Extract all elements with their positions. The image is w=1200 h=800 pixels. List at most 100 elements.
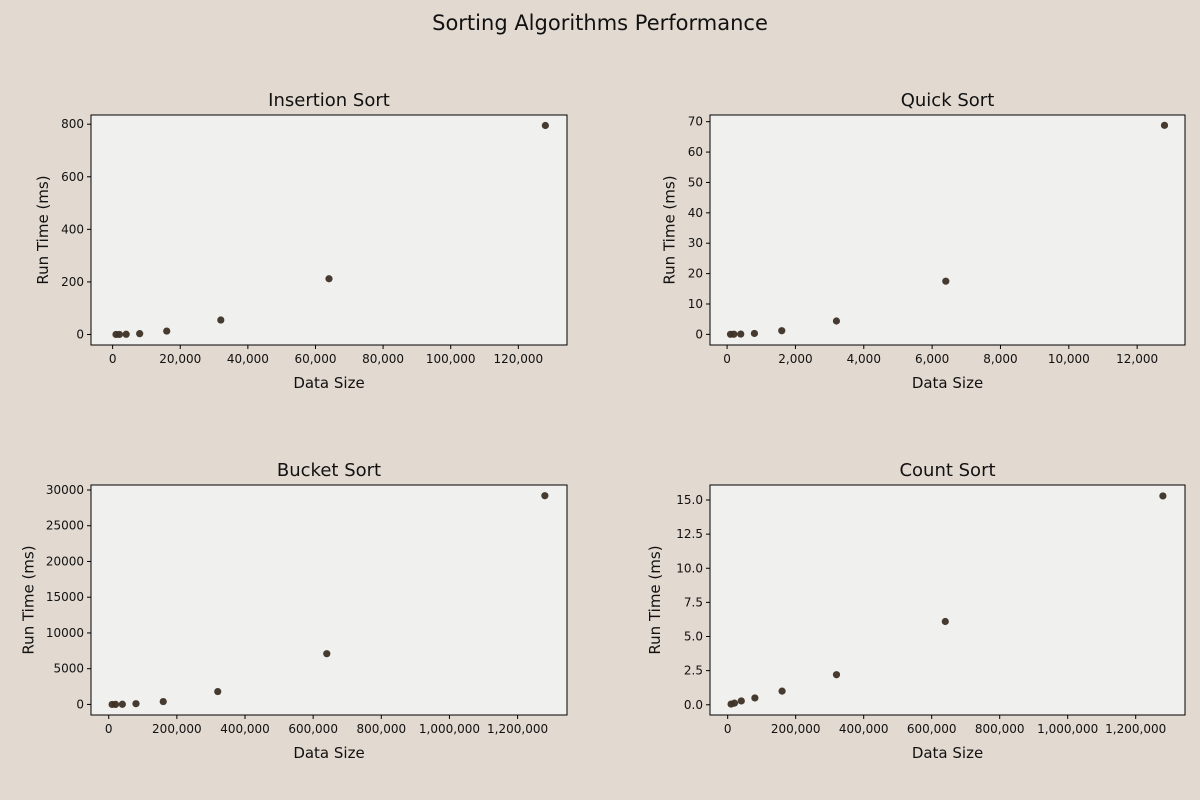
y-tick-label: 5000 [53, 662, 84, 676]
chart-title: Bucket Sort [277, 460, 381, 481]
data-point [122, 330, 130, 338]
y-tick-label: 0 [695, 327, 703, 341]
data-point [751, 694, 759, 702]
y-tick-label: 15.0 [676, 493, 703, 507]
x-tick-label: 40,000 [227, 352, 269, 366]
y-tick-label: 30000 [46, 483, 84, 497]
x-axis-label: Data Size [293, 744, 364, 762]
y-tick-label: 800 [61, 117, 84, 131]
data-point [541, 492, 549, 500]
y-tick-label: 60 [688, 145, 703, 159]
data-point [325, 275, 333, 283]
y-axis-label: Run Time (ms) [20, 545, 38, 654]
y-tick-label: 7.5 [684, 595, 703, 609]
plot-area [91, 115, 567, 345]
x-tick-label: 120,000 [494, 352, 544, 366]
plot-area [710, 115, 1185, 345]
data-point [111, 700, 120, 708]
x-tick-label: 1,000,000 [419, 722, 480, 736]
data-point [323, 650, 331, 658]
x-tick-label: 200,000 [771, 722, 821, 736]
data-point [1159, 492, 1167, 500]
data-point [778, 327, 786, 335]
data-point [217, 316, 225, 324]
y-axis-label: Run Time (ms) [34, 175, 52, 284]
data-point [118, 700, 126, 708]
data-point [541, 121, 549, 130]
y-tick-label: 2.5 [684, 664, 703, 678]
data-point [163, 327, 171, 335]
x-tick-label: 20,000 [159, 352, 201, 366]
x-tick-label: 60,000 [294, 352, 336, 366]
data-point [132, 700, 140, 708]
x-tick-label: 200,000 [152, 722, 202, 736]
x-tick-label: 6,000 [915, 352, 949, 366]
data-point [730, 330, 738, 338]
axes-frame [90, 114, 568, 346]
x-tick-label: 8,000 [983, 352, 1017, 366]
y-tick-label: 10000 [46, 626, 84, 640]
y-tick-label: 0 [76, 697, 84, 711]
y-tick-label: 40 [688, 206, 703, 220]
data-point [750, 329, 759, 338]
x-tick-label: 800,000 [356, 722, 406, 736]
data-point [737, 330, 745, 338]
data-point [737, 697, 745, 705]
figure-title: Sorting Algorithms Performance [432, 11, 768, 35]
y-tick-label: 600 [61, 170, 84, 184]
x-tick-label: 12,000 [1116, 352, 1158, 366]
x-tick-label: 0 [723, 352, 731, 366]
x-tick-label: 4,000 [847, 352, 881, 366]
data-point [832, 671, 841, 679]
x-tick-label: 0 [109, 352, 117, 366]
y-tick-label: 20000 [46, 554, 84, 568]
y-tick-label: 30 [688, 236, 703, 250]
x-tick-label: 600,000 [907, 722, 957, 736]
chart-title: Quick Sort [901, 90, 995, 111]
data-point [115, 330, 123, 339]
data-point [832, 317, 841, 325]
x-tick-label: 600,000 [288, 722, 338, 736]
x-tick-label: 2,000 [778, 352, 812, 366]
y-tick-label: 25000 [46, 519, 84, 533]
y-axis-label: Run Time (ms) [646, 545, 664, 654]
data-point [159, 697, 167, 706]
y-tick-label: 400 [61, 222, 84, 236]
y-axis-label: Run Time (ms) [660, 175, 678, 284]
data-point [136, 330, 144, 338]
chart-title: Count Sort [899, 460, 995, 481]
chart-title: Insertion Sort [268, 90, 390, 111]
x-tick-label: 80,000 [362, 352, 404, 366]
axes-frame [90, 484, 568, 716]
y-tick-label: 70 [688, 115, 703, 129]
x-axis-label: Data Size [912, 374, 983, 392]
axes-frame [709, 114, 1186, 346]
y-tick-label: 20 [688, 267, 703, 281]
data-point [214, 687, 222, 696]
x-tick-label: 10,000 [1048, 352, 1090, 366]
y-tick-label: 12.5 [676, 527, 703, 541]
data-point [941, 617, 949, 626]
data-point [1160, 121, 1169, 129]
data-point [942, 277, 950, 285]
x-axis-label: Data Size [293, 374, 364, 392]
data-point [730, 699, 739, 707]
plot-area [91, 485, 567, 715]
x-tick-label: 800,000 [975, 722, 1025, 736]
x-tick-label: 400,000 [220, 722, 270, 736]
x-tick-label: 1,200,000 [1105, 722, 1166, 736]
y-tick-label: 10.0 [676, 561, 703, 575]
y-tick-label: 200 [61, 275, 84, 289]
axes-frame [709, 484, 1186, 716]
y-tick-label: 15000 [46, 590, 84, 604]
x-tick-label: 400,000 [839, 722, 889, 736]
x-tick-label: 0 [724, 722, 732, 736]
x-tick-label: 1,000,000 [1037, 722, 1098, 736]
y-tick-label: 50 [688, 175, 703, 189]
y-tick-label: 10 [688, 297, 703, 311]
